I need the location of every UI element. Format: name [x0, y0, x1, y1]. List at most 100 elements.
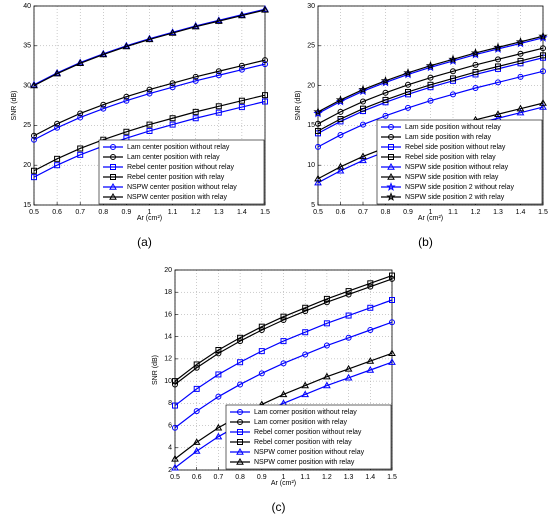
marker — [110, 164, 116, 170]
x-tick-label: 1 — [282, 474, 286, 481]
marker — [214, 432, 223, 440]
y-tick-label: 4 — [168, 445, 172, 452]
x-tick-label: 0.6 — [336, 209, 346, 216]
series-line — [174, 274, 393, 382]
legend: Lam side position without relay Lam side … — [376, 119, 543, 205]
series-line — [174, 299, 393, 407]
legend-box — [225, 404, 392, 470]
marker — [301, 390, 310, 398]
marker — [366, 357, 375, 364]
x-tick-label: 0.6 — [192, 474, 202, 481]
marker — [382, 89, 389, 96]
x-tick-label: 0.8 — [235, 474, 245, 481]
marker — [470, 48, 481, 57]
marker — [238, 11, 246, 19]
x-tick-label: 1.3 — [493, 209, 503, 216]
marker — [54, 155, 61, 162]
series-line — [317, 47, 544, 125]
marker — [261, 5, 269, 13]
marker — [237, 429, 243, 435]
marker — [388, 144, 394, 150]
marker — [515, 36, 526, 46]
legend-label: Lam side position without relay — [405, 124, 501, 131]
series-line — [174, 278, 393, 385]
marker — [171, 463, 179, 471]
marker — [238, 62, 245, 69]
marker — [215, 347, 222, 353]
legend-label: Rebel corner position without relay — [254, 429, 362, 436]
marker — [516, 104, 525, 112]
marker — [494, 110, 502, 117]
panel: 0.5 0.6 0.7 0.8 0.9 1 1.1 1.2 1.3 1.4 1.5 2 4 6 8 10 12 1… — [152, 267, 397, 514]
marker — [323, 320, 330, 327]
marker — [359, 152, 367, 160]
marker — [405, 81, 411, 88]
marker — [280, 338, 287, 345]
x-tick-label: 0.9 — [257, 474, 267, 481]
caption: (c) — [272, 500, 286, 514]
x-tick-label: 1.3 — [344, 474, 354, 481]
marker — [388, 134, 394, 140]
marker — [193, 385, 200, 392]
x-tick-label: 1.5 — [387, 474, 397, 481]
marker — [388, 349, 396, 357]
marker — [388, 124, 394, 130]
marker — [54, 120, 61, 127]
marker — [472, 69, 479, 76]
marker — [366, 365, 375, 373]
marker — [387, 162, 395, 170]
series-line — [174, 352, 393, 460]
marker — [100, 105, 107, 112]
marker — [215, 350, 222, 357]
marker — [345, 288, 352, 295]
marker — [344, 364, 353, 372]
x-tick-label: 1.1 — [300, 474, 310, 481]
marker — [472, 61, 479, 68]
marker — [191, 22, 200, 30]
marker — [493, 42, 503, 52]
marker — [76, 59, 85, 67]
legend-label: Lam side position with relay — [405, 134, 491, 141]
series-line — [317, 54, 544, 132]
marker — [31, 174, 37, 181]
marker — [360, 105, 366, 112]
marker — [258, 370, 265, 377]
series-line — [174, 361, 393, 469]
marker — [193, 408, 200, 415]
y-tick-label: 10 — [164, 378, 172, 385]
x-tick-label: 0.5 — [170, 474, 180, 481]
marker — [169, 115, 176, 122]
marker — [358, 84, 368, 94]
marker — [386, 192, 396, 201]
y-tick-label: 18 — [164, 289, 172, 296]
marker — [109, 182, 117, 190]
marker — [192, 438, 201, 445]
x-tick-label: 1.2 — [191, 209, 201, 216]
legend-label: Rebel corner position with relay — [254, 439, 352, 446]
marker — [336, 162, 345, 170]
marker — [258, 323, 265, 330]
marker — [540, 45, 546, 52]
marker — [109, 192, 117, 200]
marker — [192, 73, 199, 80]
plot-frame — [33, 5, 266, 206]
y-tick-label: 6 — [168, 422, 172, 429]
marker — [54, 124, 61, 131]
marker — [237, 359, 244, 366]
marker — [450, 91, 456, 98]
marker — [193, 361, 200, 368]
marker — [172, 424, 178, 431]
x-tick-label: 0.5 — [313, 209, 323, 216]
legend-label: NSPW side position 2 with relay — [405, 194, 505, 201]
marker — [538, 31, 548, 41]
x-tick-label: 0.7 — [75, 209, 85, 216]
marker — [192, 108, 199, 115]
marker — [337, 131, 344, 138]
marker — [280, 313, 287, 320]
marker — [169, 121, 176, 128]
marker — [192, 447, 201, 454]
marker — [359, 156, 367, 164]
marker — [367, 280, 374, 287]
x-tick-label: 1.1 — [448, 209, 458, 216]
